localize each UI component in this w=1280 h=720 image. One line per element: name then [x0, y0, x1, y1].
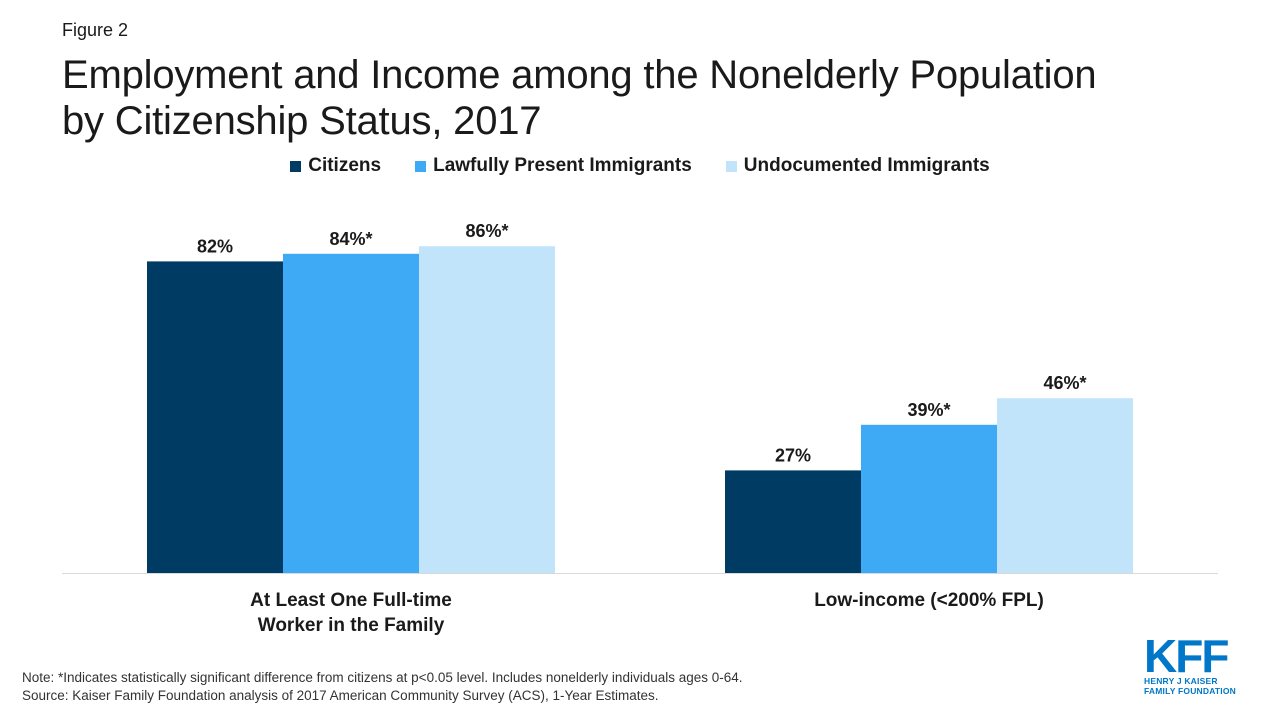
bar-undocumented-0	[419, 246, 555, 573]
figure-label: Figure 2	[62, 20, 129, 40]
chart-title-line-2: by Citizenship Status, 2017	[62, 99, 542, 143]
chart-title: Employment and Income among the Nonelder…	[62, 52, 1242, 144]
legend-item-citizens: Citizens	[290, 155, 381, 177]
category-label: Low-income (<200% FPL)	[814, 590, 1044, 611]
chart-legend: Citizens Lawfully Present Immigrants Und…	[0, 155, 1280, 177]
bar-lawful-0	[283, 253, 419, 574]
footnote: Note: *Indicates statistically significa…	[22, 669, 743, 705]
category-label: At Least One Full-time	[250, 590, 452, 611]
category-label: Worker in the Family	[258, 615, 445, 636]
kff-logo: KFF HENRY J KAISER FAMILY FOUNDATION	[1144, 630, 1238, 696]
legend-label-lawful: Lawfully Present Immigrants	[433, 155, 692, 176]
kff-logo-mark: KFF	[1144, 630, 1229, 682]
data-label: 27%	[775, 445, 811, 465]
data-label: 82%	[197, 236, 233, 256]
data-label: 39%*	[907, 400, 950, 420]
legend-item-lawful: Lawfully Present Immigrants	[415, 155, 692, 177]
kff-logo-subtitle-1: HENRY J KAISER	[1144, 676, 1218, 686]
bar-citizens-0	[147, 261, 283, 573]
legend-item-undocumented: Undocumented Immigrants	[725, 155, 990, 177]
legend-swatch-undocumented	[725, 160, 737, 172]
legend-swatch-lawful	[415, 160, 427, 172]
data-label: 46%*	[1043, 373, 1086, 393]
kff-logo-subtitle-2: FAMILY FOUNDATION	[1144, 686, 1237, 696]
legend-swatch-citizens	[290, 160, 302, 172]
data-label: 84%*	[329, 229, 372, 249]
data-label: 86%*	[465, 221, 508, 241]
footnote-source: Source: Kaiser Family Foundation analysi…	[22, 688, 659, 703]
chart-title-line-1: Employment and Income among the Nonelder…	[62, 53, 1097, 97]
legend-label-citizens: Citizens	[308, 155, 382, 176]
footnote-note: Note: *Indicates statistically significa…	[22, 670, 743, 685]
bar-citizens-1	[725, 470, 861, 573]
bar-lawful-1	[861, 424, 997, 573]
legend-label-undocumented: Undocumented Immigrants	[743, 155, 990, 176]
bar-undocumented-1	[997, 398, 1133, 573]
